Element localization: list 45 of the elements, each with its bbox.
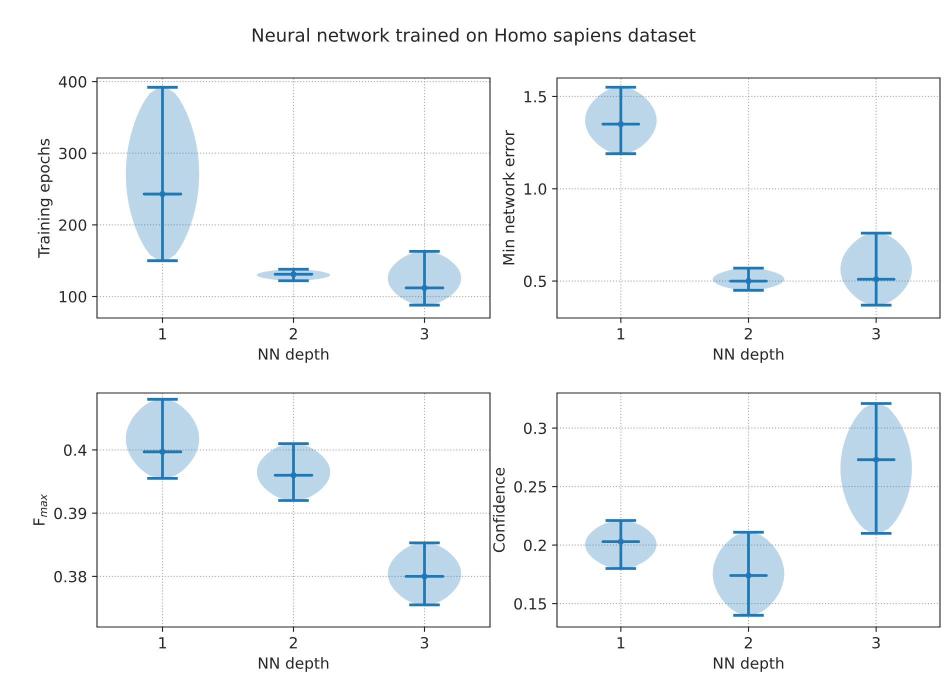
chart-title: Neural network trained on Homo sapiens dataset bbox=[252, 28, 696, 46]
y-tick-label: 0.3 bbox=[524, 422, 546, 434]
x-axis-title: NN depth bbox=[258, 348, 328, 363]
x-tick-label: 3 bbox=[420, 328, 428, 340]
x-axis-title: NN depth bbox=[258, 657, 328, 672]
x-tick-label: 1 bbox=[159, 328, 166, 340]
y-axis-title: F$_{max}$ bbox=[33, 494, 48, 525]
y-tick-label: 0.4 bbox=[64, 444, 86, 456]
x-tick-label: 2 bbox=[744, 636, 752, 648]
point bbox=[291, 272, 296, 277]
point bbox=[746, 573, 751, 578]
y-axis-title: Min network error bbox=[502, 130, 514, 264]
x-tick-label: 1 bbox=[618, 328, 624, 340]
point bbox=[422, 574, 427, 579]
x-axis-title: NN depth bbox=[714, 348, 784, 363]
y-tick-label: 400 bbox=[58, 76, 86, 88]
y-tick-label: 0.2 bbox=[524, 540, 546, 552]
point bbox=[422, 286, 427, 290]
y-axis-title: Training epochs bbox=[38, 138, 53, 258]
x-axis-title: NN depth bbox=[714, 657, 784, 672]
point bbox=[618, 122, 624, 127]
y-tick-label: 1.0 bbox=[524, 183, 546, 195]
x-tick-label: 1 bbox=[618, 637, 624, 648]
y-tick-label: 0.15 bbox=[514, 598, 546, 610]
x-tick-label: 1 bbox=[159, 637, 166, 648]
x-tick-label: 2 bbox=[744, 328, 752, 340]
point bbox=[160, 449, 165, 454]
y-tick-label: 300 bbox=[59, 148, 86, 160]
y-tick-label: 0.5 bbox=[524, 276, 546, 288]
y-tick-label: 100 bbox=[60, 290, 86, 303]
x-tick-label: 3 bbox=[872, 636, 880, 649]
point bbox=[746, 278, 751, 284]
x-tick-label: 3 bbox=[872, 328, 880, 340]
x-tick-label: 2 bbox=[290, 636, 297, 648]
y-axis-title: Confidence bbox=[492, 468, 505, 552]
point bbox=[291, 472, 296, 478]
y-tick-label: 1.5 bbox=[524, 91, 546, 102]
y-tick-label: 0.39 bbox=[54, 508, 86, 520]
point bbox=[618, 539, 624, 544]
x-tick-label: 2 bbox=[290, 328, 297, 340]
x-tick-label: 3 bbox=[420, 636, 428, 649]
point bbox=[160, 192, 165, 196]
y-tick-label: 0.38 bbox=[54, 570, 86, 582]
y-tick-label: 200 bbox=[59, 219, 86, 231]
y-tick-label: 0.25 bbox=[514, 481, 546, 493]
